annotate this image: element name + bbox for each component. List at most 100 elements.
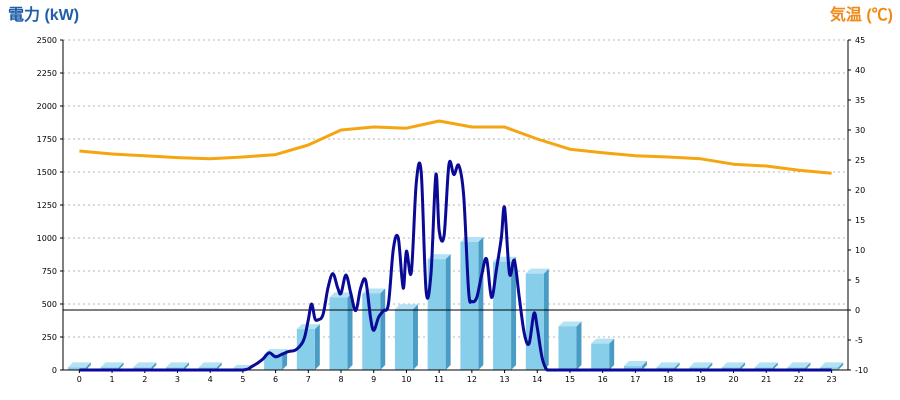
bar-top — [787, 362, 811, 368]
bar-front — [623, 366, 642, 370]
bar-side — [478, 236, 484, 370]
bar-top — [623, 361, 647, 367]
bar-side — [609, 338, 615, 370]
bar-top — [394, 304, 418, 310]
power-bar — [296, 324, 320, 370]
power-bar — [394, 304, 418, 370]
bar-top — [754, 362, 778, 368]
bar-side — [740, 362, 746, 370]
bar-side — [412, 304, 418, 370]
left-tick-label: 2500 — [37, 36, 57, 45]
right-tick-label: 35 — [855, 96, 865, 105]
bar-front — [493, 261, 512, 370]
gridlines — [63, 39, 848, 338]
bar-front — [460, 241, 479, 370]
bar-side — [511, 256, 517, 370]
bar-top — [525, 268, 549, 274]
power-bar — [460, 236, 484, 370]
bar-front — [296, 329, 315, 370]
x-tick-label: 7 — [306, 375, 311, 384]
series-lines — [79, 119, 832, 372]
bar-front — [427, 259, 446, 370]
x-tick-label: 0 — [77, 375, 82, 384]
bar-top — [67, 362, 91, 368]
bar-side — [707, 362, 713, 370]
x-tick-label: 15 — [565, 375, 575, 384]
x-tick-label: 20 — [728, 375, 738, 384]
power-bar — [427, 254, 451, 370]
x-tick-label: 8 — [338, 375, 343, 384]
bar-front — [591, 343, 610, 370]
right-tick-label: 20 — [855, 186, 865, 195]
bar-top — [722, 362, 746, 368]
bar-front — [264, 354, 283, 370]
x-tick-label: 1 — [110, 375, 115, 384]
x-tick-label: 19 — [696, 375, 706, 384]
bar-side — [838, 362, 844, 370]
bar-top — [133, 362, 157, 368]
x-tick-label: 10 — [401, 375, 411, 384]
x-tick-label: 2 — [142, 375, 147, 384]
bar-side — [641, 361, 647, 370]
bar-top — [689, 362, 713, 368]
x-tick-label: 3 — [175, 375, 180, 384]
power-bar — [67, 362, 91, 370]
bar-side — [576, 321, 582, 370]
right-tick-label: 40 — [855, 66, 865, 75]
bar-front — [362, 293, 381, 370]
right-tick-label: 15 — [855, 216, 865, 225]
bar-front — [67, 367, 86, 370]
bar-front — [558, 326, 577, 370]
bar-side — [151, 362, 157, 370]
x-tick-label: 13 — [499, 375, 509, 384]
power-bar — [558, 321, 582, 370]
x-tick-label: 16 — [598, 375, 608, 384]
bar-front — [394, 309, 413, 370]
right-tick-label: -5 — [855, 336, 863, 345]
power-bar — [591, 338, 615, 370]
x-tick-label: 21 — [761, 375, 771, 384]
bar-side — [314, 324, 320, 370]
bar-top — [198, 362, 222, 368]
left-tick-label: 1000 — [37, 234, 57, 243]
bar-side — [674, 362, 680, 370]
bar-side — [216, 362, 222, 370]
bar-side — [183, 362, 189, 370]
bar-top — [558, 321, 582, 327]
left-tick-label: 500 — [42, 300, 57, 309]
left-tick-label: 2000 — [37, 102, 57, 111]
bar-side — [85, 362, 91, 370]
bar-side — [380, 288, 386, 370]
left-tick-label: 1750 — [37, 135, 57, 144]
left-tick-label: 0 — [52, 366, 57, 375]
x-tick-label: 22 — [794, 375, 804, 384]
bar-top — [165, 362, 189, 368]
x-tick-label: 9 — [371, 375, 376, 384]
left-tick-label: 1500 — [37, 168, 57, 177]
bar-top — [656, 362, 680, 368]
x-tick-label: 14 — [532, 375, 542, 384]
power-line — [79, 159, 832, 372]
power-bar — [329, 292, 353, 370]
x-tick-label: 17 — [630, 375, 640, 384]
power-bar — [362, 288, 386, 370]
bar-top — [100, 362, 124, 368]
bar-side — [772, 362, 778, 370]
x-tick-label: 6 — [273, 375, 278, 384]
right-tick-label: 5 — [855, 276, 860, 285]
right-tick-label: 10 — [855, 246, 865, 255]
tick-labels: 02505007501000125015001750200022502500-1… — [37, 36, 868, 384]
x-tick-label: 23 — [827, 375, 837, 384]
x-tick-label: 5 — [240, 375, 245, 384]
left-tick-label: 1250 — [37, 201, 57, 210]
bar-side — [118, 362, 124, 370]
temperature-line — [79, 119, 832, 175]
power-bars — [67, 236, 844, 370]
left-tick-label: 750 — [42, 267, 57, 276]
power-bar — [623, 361, 647, 370]
right-tick-label: 45 — [855, 36, 865, 45]
bar-side — [347, 292, 353, 370]
bar-side — [445, 254, 451, 370]
right-axis-title: 気温 (℃) — [830, 5, 893, 24]
